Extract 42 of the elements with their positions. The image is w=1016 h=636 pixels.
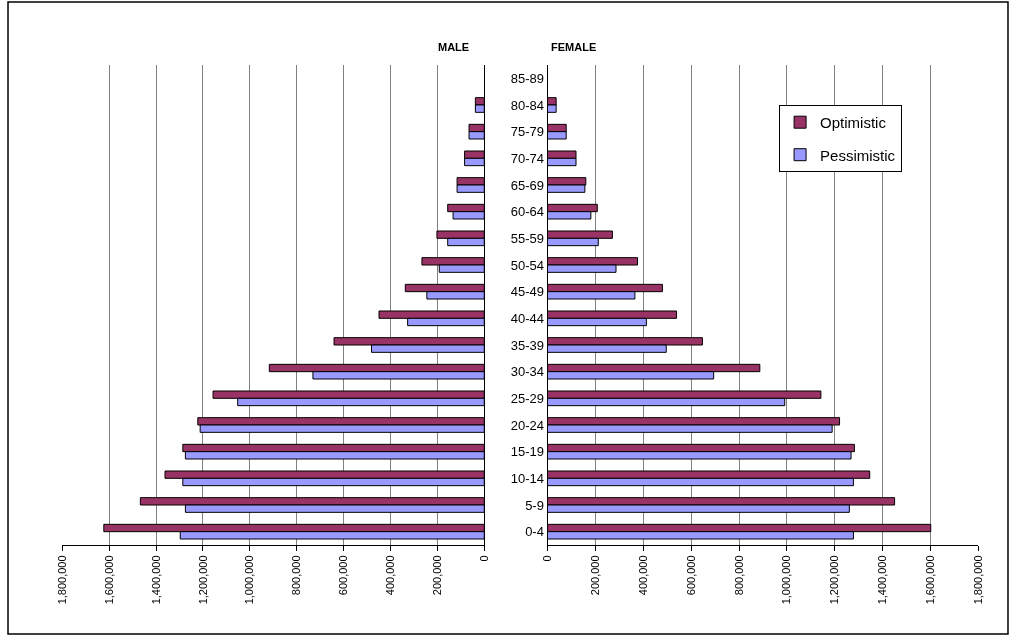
x-tick-label: 1,000,000 [243,555,256,605]
chart-title: FEMALE [551,41,597,53]
x-tick-label: 1,200,000 [828,555,841,605]
x-tick-label: 800,000 [732,555,745,596]
x-tick-label: 1,600,000 [924,555,937,605]
x-tick-label: 1,800,000 [55,555,68,605]
y-tick-label: 55-59 [510,230,544,246]
y-tick-label: 20-24 [510,417,544,433]
legend-label: Pessimistic [820,146,896,164]
x-tick-label: 200,000 [430,555,443,596]
x-tick-label: 1,400,000 [149,555,162,605]
y-tick-label: 0-4 [525,524,544,540]
chart-title: MALE [438,41,470,53]
y-tick-label: 15-19 [510,444,544,460]
y-tick-label: 50-54 [510,257,544,273]
y-tick-label: 40-44 [510,310,544,326]
x-tick-label: 1,800,000 [971,555,984,605]
x-tick-label: 1,600,000 [102,555,115,605]
x-tick-label: 400,000 [636,555,649,596]
legend-label: Optimistic [820,114,887,132]
y-tick-label: 30-34 [510,364,544,380]
y-tick-label: 35-39 [510,337,544,353]
x-tick-label: 0 [477,555,490,562]
y-tick-label: 45-49 [510,284,544,300]
x-tick-label: 800,000 [290,555,303,596]
y-tick-label: 5-9 [525,497,544,513]
y-tick-label: 25-29 [510,390,544,406]
x-tick-label: 600,000 [337,555,350,596]
x-tick-label: 200,000 [588,555,601,596]
y-tick-label: 60-64 [510,204,544,220]
y-tick-label: 85-89 [510,70,544,86]
y-tick-label: 65-69 [510,177,544,193]
x-tick-label: 600,000 [684,555,697,596]
x-tick-label: 400,000 [384,555,397,596]
x-tick-label: 1,000,000 [780,555,793,605]
y-tick-label: 70-74 [510,150,544,166]
y-tick-label: 80-84 [510,97,544,113]
x-tick-label: 1,400,000 [876,555,889,605]
x-tick-label: 0 [541,555,554,562]
y-tick-label: 10-14 [510,470,544,486]
x-tick-label: 1,200,000 [196,555,209,605]
y-tick-label: 75-79 [510,124,544,140]
